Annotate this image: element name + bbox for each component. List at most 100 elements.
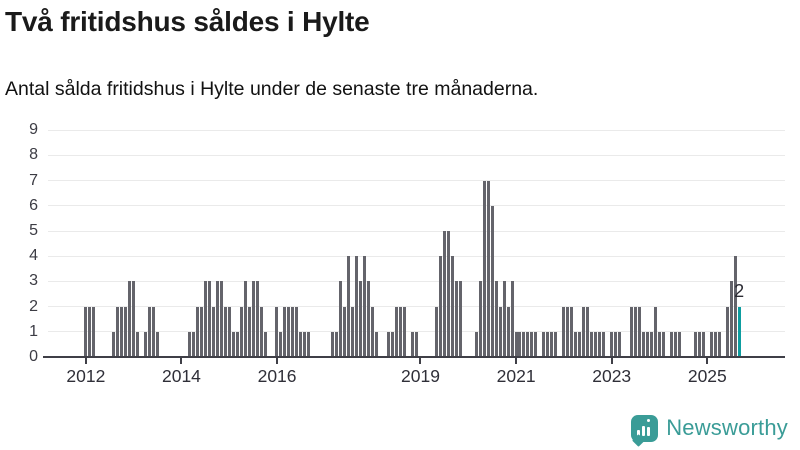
bar xyxy=(223,306,227,357)
y-axis-tick-label: 0 xyxy=(29,348,38,365)
bar xyxy=(199,306,203,357)
bar xyxy=(645,331,649,357)
newsworthy-logo[interactable]: Newsworthy xyxy=(631,413,788,447)
bar xyxy=(514,331,518,357)
bar xyxy=(187,331,191,357)
bar xyxy=(602,331,606,357)
gridline xyxy=(48,205,785,207)
bar xyxy=(128,281,132,357)
bar xyxy=(259,306,263,357)
bar-chart: 0 1 2 3 4 5 6 7 8 9 2012 2014 2016 2019 2021 2023 2025 2 xyxy=(29,121,785,386)
chart-subtitle: Antal sålda fritidshus i Hylte under de … xyxy=(5,78,539,100)
bar xyxy=(307,331,311,357)
bar xyxy=(713,331,717,357)
x-axis-tick-label: 2012 xyxy=(66,366,106,386)
bar xyxy=(586,306,590,357)
bar xyxy=(454,281,458,357)
bar xyxy=(594,331,598,357)
bar xyxy=(247,306,251,357)
bar xyxy=(347,256,351,357)
bar xyxy=(522,331,526,357)
bar xyxy=(526,331,530,357)
bar xyxy=(434,306,438,357)
bar xyxy=(677,331,681,357)
bar xyxy=(574,331,578,357)
bar xyxy=(351,306,355,357)
bar xyxy=(478,281,482,357)
bar xyxy=(275,306,279,357)
y-axis-tick-label: 8 xyxy=(29,146,38,164)
y-axis-tick-label: 2 xyxy=(29,297,38,315)
bar xyxy=(546,331,550,357)
bar xyxy=(494,281,498,357)
y-axis-tick-label: 9 xyxy=(29,121,38,139)
bar xyxy=(279,331,283,357)
x-axis-tick-label: 2019 xyxy=(401,366,440,386)
bar xyxy=(231,331,235,357)
bar xyxy=(355,256,359,357)
bar xyxy=(562,306,566,357)
bar xyxy=(387,331,391,357)
y-axis-tick-label: 6 xyxy=(29,196,38,214)
bar xyxy=(136,331,140,357)
bar xyxy=(610,331,614,357)
x-axis-tick-label: 2014 xyxy=(161,366,201,386)
bar xyxy=(112,331,116,357)
newsworthy-brand-name: Newsworthy xyxy=(666,415,788,440)
bar xyxy=(634,306,638,357)
bar xyxy=(701,331,705,357)
gridline xyxy=(48,180,785,182)
bar xyxy=(566,306,570,357)
bar xyxy=(582,306,586,357)
y-axis-tick-label: 7 xyxy=(29,171,38,189)
bar xyxy=(211,306,215,357)
x-axis-tick xyxy=(419,358,422,364)
bar xyxy=(195,306,199,357)
highlighted-bar xyxy=(737,306,741,357)
bar xyxy=(657,331,661,357)
x-axis-tick-label: 2016 xyxy=(257,366,297,386)
x-axis-tick xyxy=(610,358,613,364)
bar xyxy=(590,331,594,357)
x-axis-tick xyxy=(706,358,709,364)
bar xyxy=(693,331,697,357)
bar xyxy=(578,331,582,357)
bar xyxy=(394,306,398,357)
bar xyxy=(474,331,478,357)
bar xyxy=(124,306,128,357)
logo-bar-1 xyxy=(637,429,641,436)
bar xyxy=(92,306,96,357)
bar xyxy=(295,306,299,357)
bar xyxy=(367,281,371,357)
x-axis-tick xyxy=(276,358,279,364)
bar xyxy=(486,180,490,357)
bar xyxy=(725,306,729,357)
bar xyxy=(518,331,522,357)
gridline xyxy=(48,129,785,131)
bar xyxy=(530,331,534,357)
bar xyxy=(653,306,657,357)
bar xyxy=(649,331,653,357)
bar xyxy=(630,306,634,357)
y-axis-tick-label: 1 xyxy=(29,322,38,340)
bar xyxy=(717,331,721,357)
bar xyxy=(398,306,402,357)
bar xyxy=(510,281,514,357)
bar xyxy=(299,331,303,357)
gridline xyxy=(48,306,785,308)
bar xyxy=(729,281,733,357)
highlighted-value-label: 2 xyxy=(734,280,745,301)
y-axis-tick-label: 3 xyxy=(29,272,38,290)
bar xyxy=(147,306,151,357)
y-axis-tick-label: 4 xyxy=(29,247,38,265)
bar xyxy=(331,331,335,357)
bar xyxy=(255,281,259,357)
bar xyxy=(251,281,255,357)
bar xyxy=(239,306,243,357)
bar xyxy=(215,281,219,357)
bar xyxy=(598,331,602,357)
bar xyxy=(498,306,502,357)
x-axis-tick xyxy=(180,358,183,364)
bar xyxy=(709,331,713,357)
bar xyxy=(618,331,622,357)
